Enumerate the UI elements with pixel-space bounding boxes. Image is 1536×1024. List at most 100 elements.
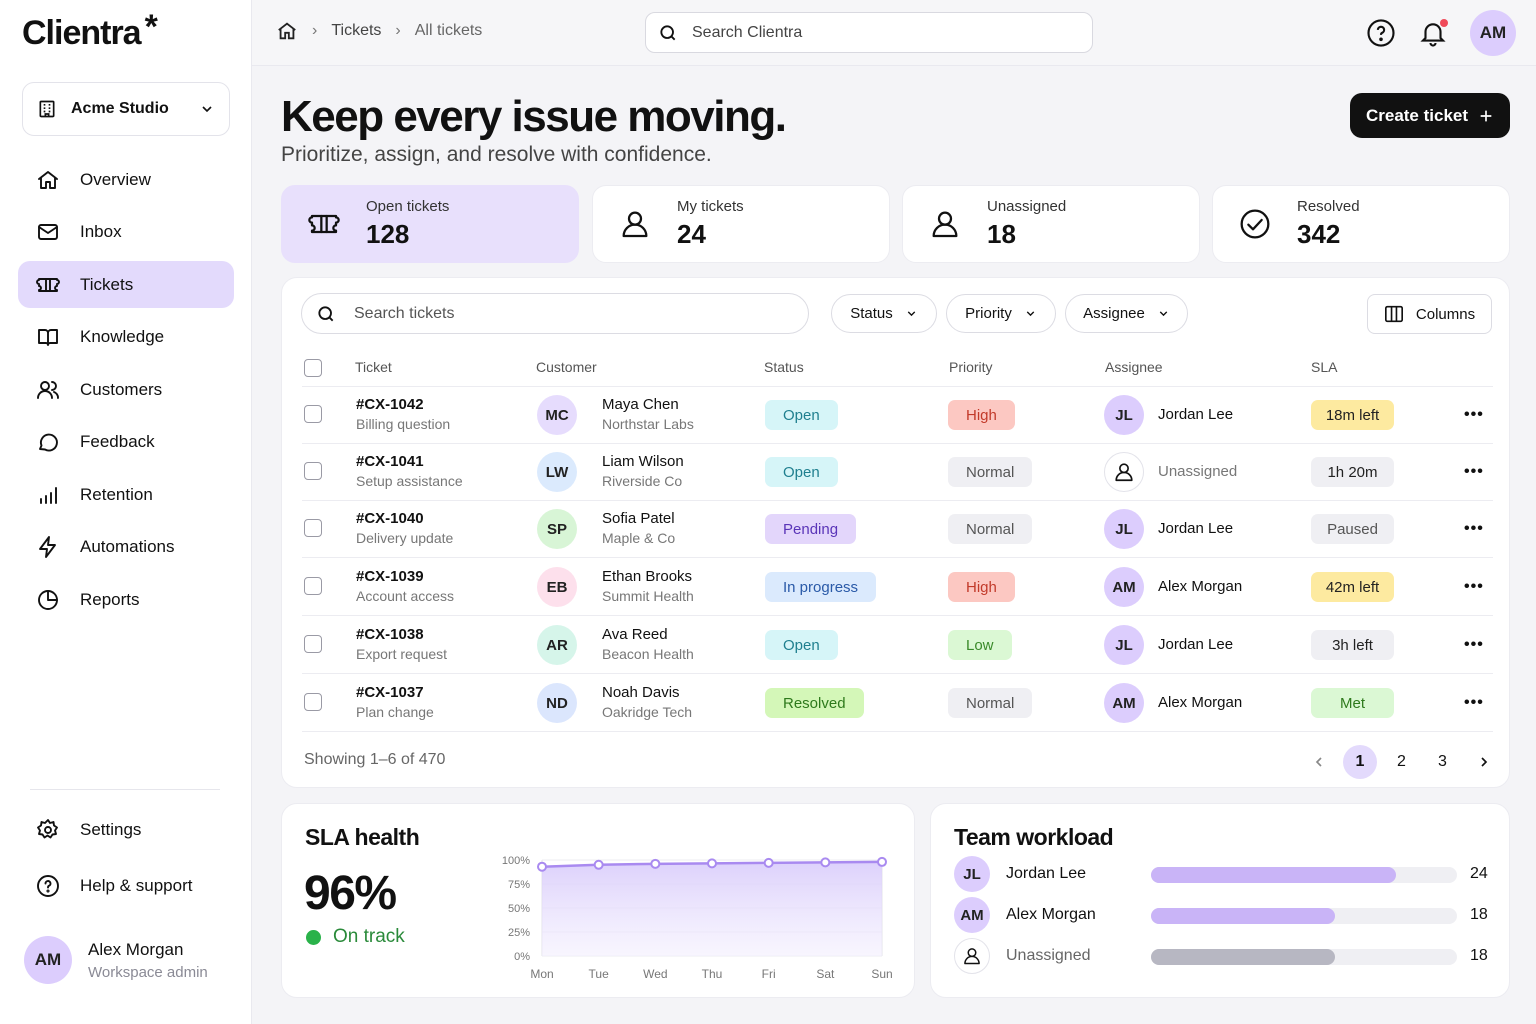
prev-page-icon[interactable] [1298,745,1339,779]
sidebar-item-label: Overview [80,169,151,189]
ticket-search-input[interactable]: Search tickets [301,293,809,334]
ticket-id[interactable]: #CX-1037 [356,684,424,701]
sla-badge: 1h 20m [1311,457,1394,487]
ticket-id[interactable]: #CX-1041 [356,453,424,470]
status-badge[interactable]: Resolved [765,688,864,718]
workload-row[interactable]: JL Jordan Lee 24 [954,855,1494,893]
row-checkbox[interactable] [304,405,322,423]
avatar[interactable]: AM [1470,10,1516,56]
sidebar-item-help-support[interactable]: Help & support [18,862,234,909]
sidebar-item-tickets[interactable]: Tickets [18,261,234,308]
priority-badge[interactable]: High [948,400,1015,430]
brand-logo[interactable]: Clientra * [22,8,158,52]
chat-icon [39,433,58,452]
plus-icon [1480,110,1492,121]
row-checkbox[interactable] [304,577,322,595]
table-row[interactable]: #CX-1037 Plan change ND Noah Davis Oakri… [302,674,1493,732]
workspace-switcher[interactable]: Acme Studio [22,82,230,136]
assignee-name[interactable]: Jordan Lee [1158,520,1234,537]
tickets-panel: Search tickets Status Priority Assignee … [281,277,1510,788]
sla-value: 96% [304,867,397,920]
more-options-icon[interactable]: ••• [1464,694,1484,711]
select-all-checkbox[interactable] [304,359,322,377]
table-row[interactable]: #CX-1039 Account access EB Ethan Brooks … [302,558,1493,616]
columns-label: Columns [1415,305,1476,323]
page-1[interactable]: 1 [1343,745,1377,779]
sidebar-item-feedback[interactable]: Feedback [18,419,234,466]
priority-badge[interactable]: Normal [948,688,1033,718]
status-badge[interactable]: Open [765,457,838,487]
create-ticket-button[interactable]: Create ticket [1350,93,1510,138]
stat-card-unassigned[interactable]: Unassigned 18 [902,185,1200,263]
sidebar-item-settings[interactable]: Settings [18,806,234,853]
stat-card-my-tickets[interactable]: My tickets 24 [592,185,890,263]
next-page-icon[interactable] [1463,745,1504,779]
table-row[interactable]: #CX-1040 Delivery update SP Sofia Patel … [302,500,1493,558]
sidebar-item-retention[interactable]: Retention [18,471,234,518]
table-row[interactable]: #CX-1041 Setup assistance LW Liam Wilson… [302,443,1493,501]
row-checkbox[interactable] [304,519,322,537]
col-customer[interactable]: Customer [536,359,597,375]
status-badge[interactable]: Open [765,400,838,430]
more-options-icon[interactable]: ••• [1464,406,1484,423]
more-options-icon[interactable]: ••• [1464,520,1484,537]
ticket-id[interactable]: #CX-1040 [356,510,424,527]
col-sla[interactable]: SLA [1311,359,1338,375]
row-checkbox[interactable] [304,462,322,480]
page-3[interactable]: 3 [1438,753,1447,770]
col-status[interactable]: Status [764,359,804,375]
sidebar-item-automations[interactable]: Automations [18,524,234,571]
more-options-icon[interactable]: ••• [1464,463,1484,480]
workload-row[interactable]: Unassigned 18 [954,937,1494,975]
priority-badge[interactable]: Low [948,630,1012,660]
table-row[interactable]: #CX-1042 Billing question MC Maya Chen N… [302,386,1493,444]
status-badge[interactable]: In progress [765,572,877,602]
sidebar-item-inbox[interactable]: Inbox [18,209,234,256]
stat-card-open-tickets[interactable]: Open tickets 128 [281,185,579,263]
priority-badge[interactable]: Normal [948,457,1033,487]
notifications-button[interactable] [1418,18,1448,48]
workload-row[interactable]: AM Alex Morgan 18 [954,896,1494,934]
status-filter[interactable]: Status [831,294,937,333]
assignee-filter[interactable]: Assignee [1065,294,1188,333]
workload-bar [1151,908,1335,924]
priority-badge[interactable]: Normal [948,514,1033,544]
ticket-id[interactable]: #CX-1039 [356,568,424,585]
home-icon[interactable] [276,20,298,42]
user-profile[interactable]: AM Alex Morgan Workspace admin [24,936,208,984]
priority-filter[interactable]: Priority [946,294,1056,333]
assignee-name[interactable]: Alex Morgan [1158,578,1243,595]
col-ticket[interactable]: Ticket [355,359,392,375]
help-icon[interactable] [1366,18,1396,48]
page-2[interactable]: 2 [1397,753,1406,770]
global-search-input[interactable]: Search Clientra [645,12,1093,53]
status-badge[interactable]: Open [765,630,838,660]
col-priority[interactable]: Priority [949,359,993,375]
priority-badge[interactable]: High [948,572,1015,602]
assignee-name[interactable]: Alex Morgan [1158,694,1243,711]
row-checkbox[interactable] [304,635,322,653]
columns-button[interactable]: Columns [1367,294,1492,334]
assignee-name[interactable]: Jordan Lee [1158,406,1234,423]
more-options-icon[interactable]: ••• [1464,578,1484,595]
breadcrumb-tickets[interactable]: Tickets [331,22,382,39]
create-ticket-label: Create ticket [1365,105,1469,125]
stat-card-resolved[interactable]: Resolved 342 [1212,185,1510,263]
row-checkbox[interactable] [304,693,322,711]
customer-org: Maple & Co [602,530,676,546]
sidebar-item-customers[interactable]: Customers [18,366,234,413]
sidebar-item-knowledge[interactable]: Knowledge [18,314,234,361]
ticket-id[interactable]: #CX-1038 [356,626,424,643]
col-assignee[interactable]: Assignee [1105,359,1163,375]
pagination: 1 2 3 [1298,745,1504,779]
customer-name: Liam Wilson [602,453,684,470]
sidebar-item-reports[interactable]: Reports [18,576,234,623]
status-badge[interactable]: Pending [765,514,857,544]
workload-bar [1151,949,1335,965]
ticket-id[interactable]: #CX-1042 [356,396,424,413]
assignee-name[interactable]: Unassigned [1158,463,1238,480]
table-row[interactable]: #CX-1038 Export request AR Ava Reed Beac… [302,616,1493,674]
more-options-icon[interactable]: ••• [1464,636,1484,653]
assignee-name[interactable]: Jordan Lee [1158,636,1234,653]
sidebar-item-overview[interactable]: Overview [18,156,234,203]
